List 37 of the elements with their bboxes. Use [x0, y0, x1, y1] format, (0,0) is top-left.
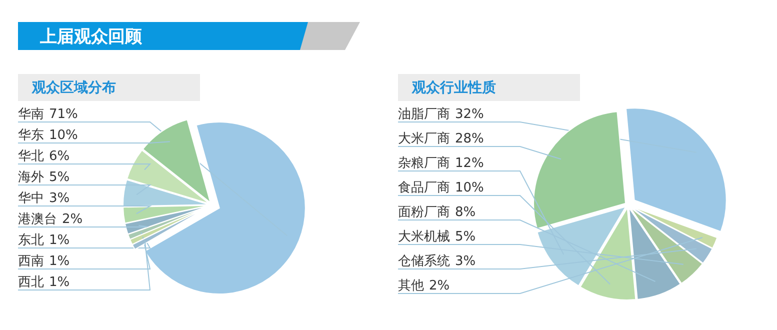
slice-label: 海外 [18, 170, 44, 185]
data-label: 10% [455, 180, 484, 196]
slice-label: 食品厂商 [398, 180, 450, 196]
data-label: 1% [49, 275, 70, 290]
data-label: 10% [49, 128, 78, 143]
data-label: 5% [49, 170, 70, 185]
slice-label: 杂粮厂商 [398, 156, 450, 171]
slice-label: 华东 [18, 128, 44, 143]
slice-label: 西南 [18, 254, 44, 269]
data-label: 12% [455, 156, 484, 171]
data-label: 3% [49, 191, 70, 206]
data-label: 6% [49, 149, 70, 164]
slice-label: 港澳台 [18, 212, 57, 227]
data-label: 1% [49, 254, 70, 269]
slice-label: 油脂厂商 [398, 107, 450, 122]
slice-label: 华中 [18, 191, 44, 206]
slice-label: 其他 [398, 278, 424, 294]
slice-label: 东北 [18, 233, 44, 248]
slice-label: 仓储系统 [398, 254, 450, 269]
slice-label: 面粉厂商 [398, 205, 450, 220]
data-label: 5% [455, 230, 476, 244]
data-label: 71% [49, 107, 78, 122]
slice-label: 西北 [18, 275, 44, 290]
data-label: 2% [62, 212, 83, 227]
slice-label: 大米厂商 [398, 132, 450, 146]
text: 上届观众回顾 [39, 27, 143, 47]
data-label: 2% [429, 278, 450, 294]
slice-label: 华北 [18, 149, 44, 164]
data-label: 3% [455, 254, 476, 269]
data-label: 28% [455, 132, 484, 146]
slice-label: 大米机械 [398, 230, 450, 244]
chart-title: 观众行业性质 [411, 79, 496, 96]
chart-title: 观众区域分布 [31, 80, 116, 96]
data-label: 32% [455, 107, 484, 122]
slice-label: 华南 [18, 107, 44, 122]
data-label: 8% [455, 205, 476, 220]
data-label: 1% [49, 233, 70, 248]
